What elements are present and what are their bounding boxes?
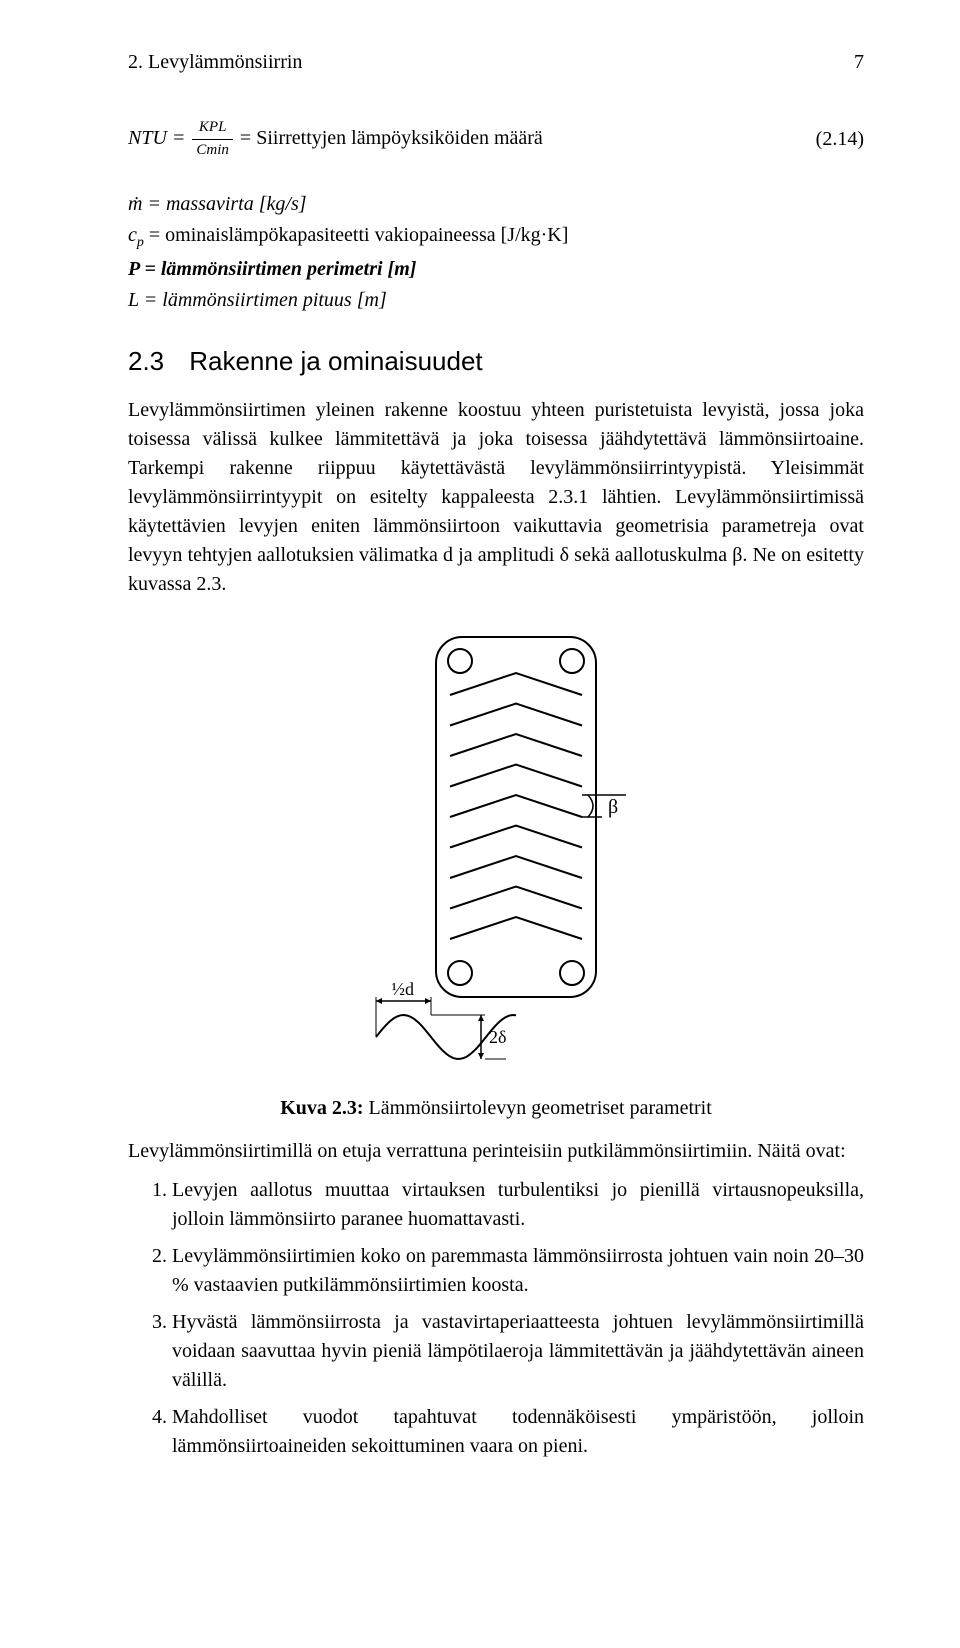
def-cp: cp = ominaislämpökapasiteetti vakiopaine…: [128, 221, 864, 253]
running-head-left: 2. Levylämmönsiirrin: [128, 48, 302, 77]
paragraph-1: Levylämmönsiirtimen yleinen rakenne koos…: [128, 396, 864, 599]
figure-caption: Kuva 2.3: Lämmönsiirtolevyn geometriset …: [128, 1094, 864, 1123]
plate-diagram: β ½d 2δ: [346, 627, 646, 1067]
advantages-list: Levyjen aallotus muuttaa virtauksen turb…: [128, 1176, 864, 1461]
def-P: P = lämmönsiirtimen perimetri [m]: [128, 255, 864, 284]
eq-rhs: = Siirrettyjen lämpöyksiköiden määrä: [240, 127, 543, 149]
eq-frac-num: KPL: [192, 117, 233, 139]
list-item: Levyjen aallotus muuttaa virtauksen turb…: [172, 1176, 864, 1234]
eq-fraction: KPL Cmin: [192, 117, 233, 162]
eq-frac-den: Cmin: [192, 139, 233, 162]
paragraph-2: Levylämmönsiirtimillä on etuja verrattun…: [128, 1137, 864, 1166]
equation-2-14: NTU = KPL Cmin = Siirrettyjen lämpöyksik…: [128, 117, 864, 162]
def-mdot: ṁ = massavirta [kg/s]: [128, 190, 864, 219]
def-L: L = lämmönsiirtimen pituus [m]: [128, 286, 864, 315]
figure-2-3: β ½d 2δ: [128, 627, 864, 1076]
section-title: Rakenne ja ominaisuudet: [189, 346, 482, 376]
svg-text:2δ: 2δ: [489, 1027, 506, 1047]
eq-lhs: NTU =: [128, 127, 185, 149]
svg-text:½d: ½d: [392, 979, 415, 999]
list-item: Hyvästä lämmönsiirrosta ja vastavirtaper…: [172, 1308, 864, 1395]
figure-caption-text: Lämmönsiirtolevyn geometriset parametrit: [364, 1097, 712, 1119]
list-item: Levylämmönsiirtimien koko on paremmasta …: [172, 1242, 864, 1300]
equation-number: (2.14): [816, 125, 864, 154]
svg-text:β: β: [608, 796, 618, 818]
running-head: 2. Levylämmönsiirrin 7: [128, 48, 864, 77]
equation-expression: NTU = KPL Cmin = Siirrettyjen lämpöyksik…: [128, 117, 543, 162]
list-item: Mahdolliset vuodot tapahtuvat todennäköi…: [172, 1403, 864, 1461]
running-head-page: 7: [854, 48, 864, 77]
symbol-definitions: ṁ = massavirta [kg/s] cp = ominaislämpök…: [128, 190, 864, 315]
section-heading: 2.3 Rakenne ja ominaisuudet: [128, 343, 864, 381]
section-number: 2.3: [128, 343, 182, 381]
page: 2. Levylämmönsiirrin 7 NTU = KPL Cmin = …: [0, 0, 960, 1648]
figure-caption-label: Kuva 2.3:: [280, 1097, 363, 1119]
